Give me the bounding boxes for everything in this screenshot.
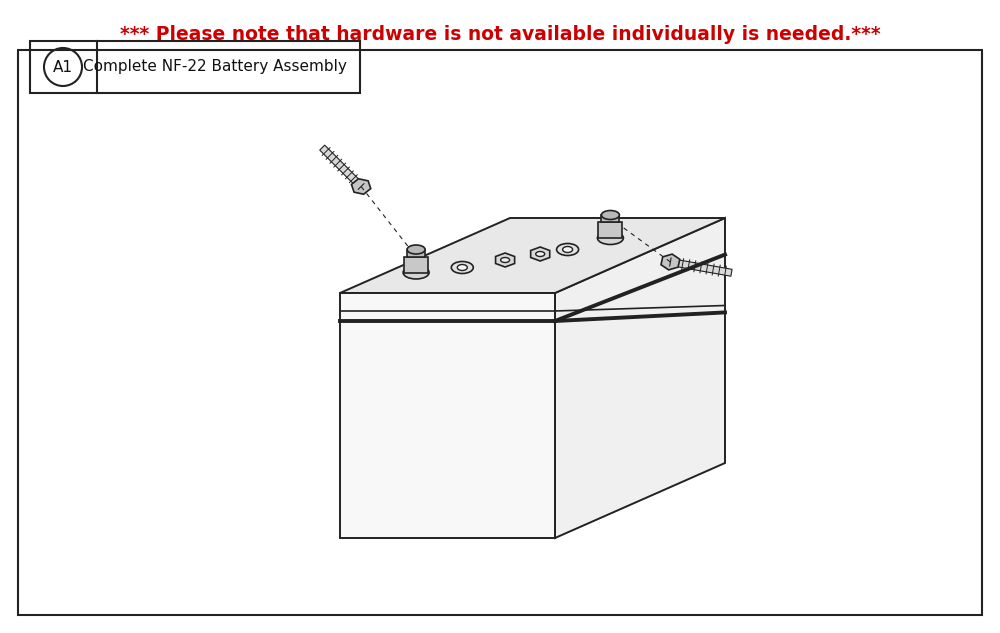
Polygon shape — [407, 249, 425, 256]
Ellipse shape — [407, 245, 425, 254]
Polygon shape — [340, 293, 555, 538]
Ellipse shape — [403, 266, 429, 279]
Polygon shape — [320, 145, 364, 189]
Polygon shape — [661, 254, 680, 270]
Polygon shape — [340, 218, 725, 293]
Ellipse shape — [457, 265, 467, 270]
Polygon shape — [670, 258, 732, 276]
Polygon shape — [351, 179, 371, 194]
Polygon shape — [531, 247, 550, 261]
Ellipse shape — [536, 251, 545, 256]
Bar — [30, 41, 360, 93]
Polygon shape — [555, 218, 725, 538]
Ellipse shape — [601, 211, 619, 220]
Polygon shape — [598, 222, 622, 238]
Text: A1: A1 — [53, 60, 73, 75]
Polygon shape — [601, 215, 619, 222]
Ellipse shape — [557, 244, 579, 256]
Ellipse shape — [501, 258, 510, 263]
Ellipse shape — [597, 232, 623, 244]
Bar — [18, 50, 982, 615]
Ellipse shape — [563, 246, 573, 253]
Ellipse shape — [451, 261, 473, 273]
Text: *** Please note that hardware is not available individually is needed.***: *** Please note that hardware is not ava… — [120, 25, 880, 44]
Polygon shape — [404, 256, 428, 272]
Polygon shape — [496, 253, 515, 267]
Text: Complete NF-22 Battery Assembly: Complete NF-22 Battery Assembly — [83, 60, 347, 75]
